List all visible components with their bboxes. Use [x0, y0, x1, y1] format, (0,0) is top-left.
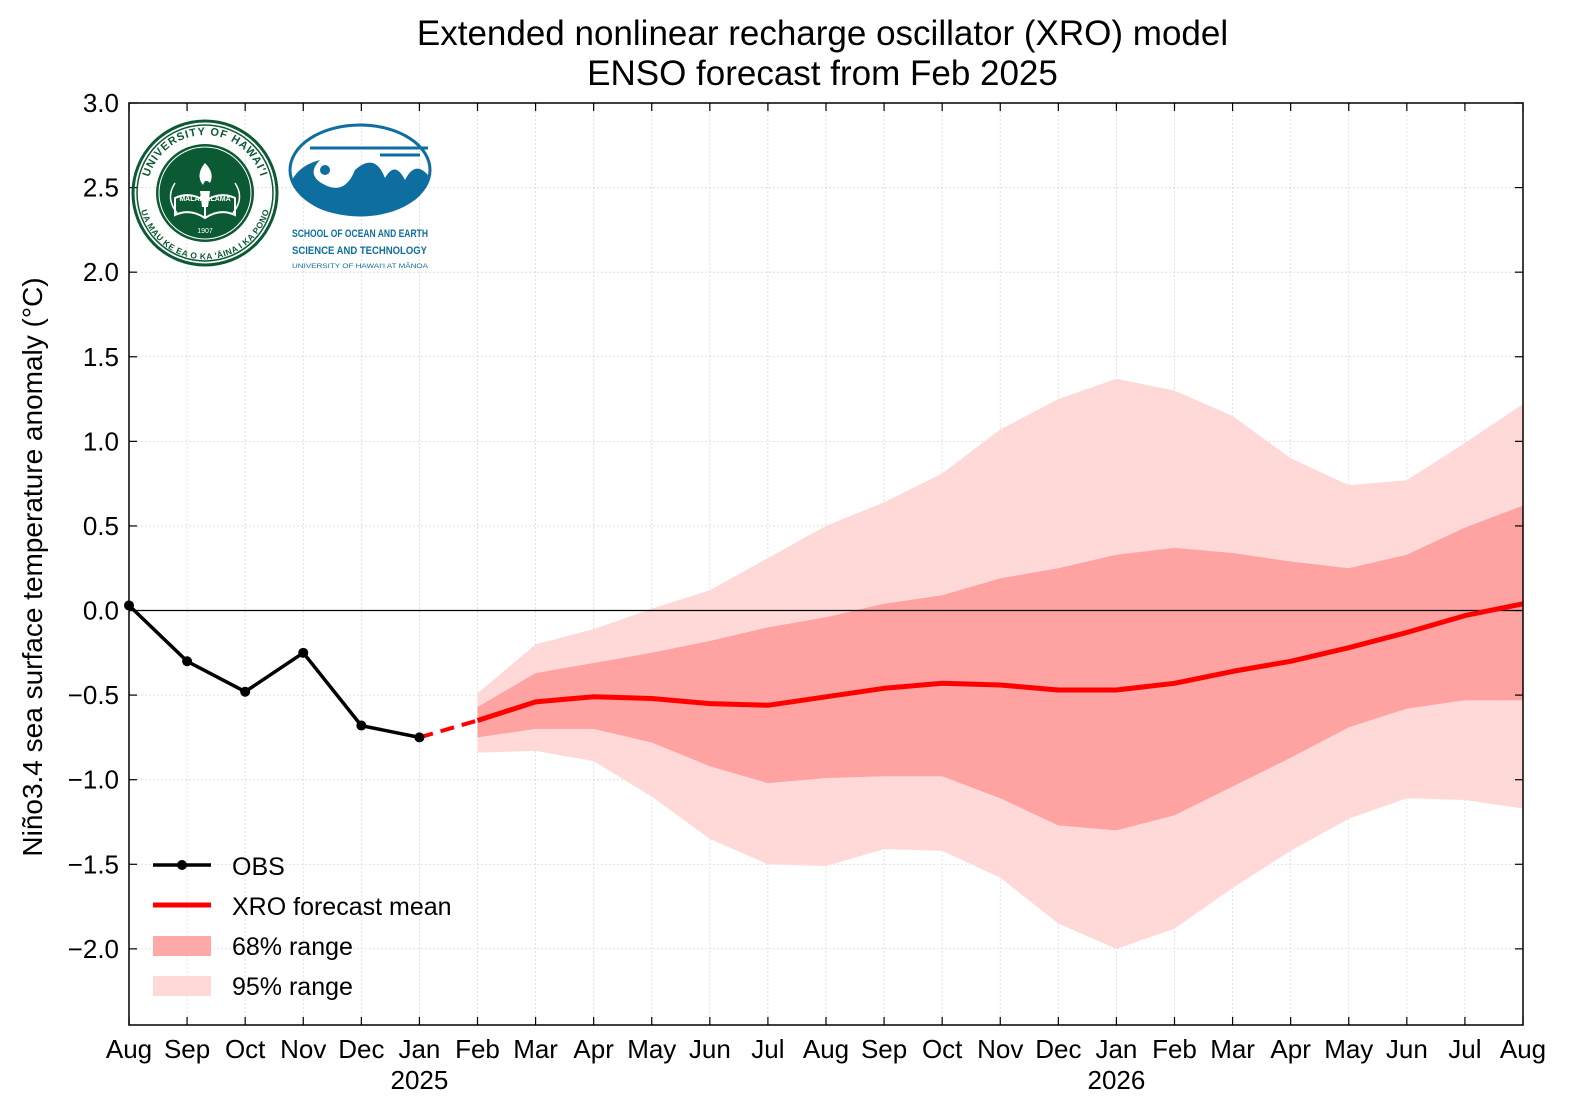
x-tick-label: Jan [1095, 1034, 1137, 1064]
x-tick-label: Sep [164, 1034, 210, 1064]
x-tick-label: Mar [1210, 1034, 1255, 1064]
obs-point [298, 647, 309, 658]
tick-labels: −2.0 −1.5 −1.0 −0.5 0.0 0.5 1.0 1.5 2.0 2.5 3.0 Aug… [68, 88, 1546, 1095]
x-tick-label: Oct [922, 1034, 963, 1064]
seal-motto: MĀLAMALAMA [179, 195, 230, 203]
seal-year: 1907 [197, 228, 213, 235]
legend-range95-swatch [153, 976, 211, 996]
legend-mean-label: XRO forecast mean [232, 893, 452, 921]
soest-line-1: SCHOOL OF OCEAN AND EARTH [292, 228, 428, 240]
y-tick-label: −1.5 [68, 849, 119, 879]
chart-title-line-2: ENSO forecast from Feb 2025 [587, 54, 1058, 93]
y-tick-label: −1.0 [68, 765, 119, 795]
y-axis-label: Niño3.4 sea surface temperature anomaly … [17, 277, 48, 856]
x-tick-label: May [1324, 1034, 1373, 1064]
x-tick-label: Jul [1448, 1034, 1481, 1064]
university-seal-logo: UNIVERSITY OF HAWAI'I UA MAU KE EA O KA … [131, 119, 279, 267]
x-tick-label: Nov [280, 1034, 326, 1064]
x-tick-label: Feb [1152, 1034, 1197, 1064]
y-tick-label: −0.5 [68, 680, 119, 710]
x-tick-label: Apr [573, 1034, 614, 1064]
wave-icon [292, 160, 428, 215]
x-tick-label: Dec [338, 1034, 384, 1064]
x-tick-label: Oct [225, 1034, 266, 1064]
x-tick-label: Aug [803, 1034, 849, 1064]
y-tick-label: 0.5 [83, 511, 119, 541]
soest-line-2: SCIENCE AND TECHNOLOGY [292, 245, 428, 257]
y-tick-label: 2.5 [83, 173, 119, 203]
legend-range68-swatch [153, 936, 211, 956]
x-tick-label: Aug [106, 1034, 152, 1064]
x-tick-label: Sep [861, 1034, 907, 1064]
range-68-band [477, 505, 1523, 831]
legend-obs-label: OBS [232, 853, 285, 881]
obs-point [356, 720, 367, 731]
soest-logo: SCHOOL OF OCEAN AND EARTH SCIENCE AND TE… [288, 123, 432, 270]
obs-point [182, 656, 193, 667]
x-year-label: 2026 [1087, 1065, 1145, 1095]
legend-range95-label: 95% range [232, 973, 353, 1001]
legend-obs-marker [177, 860, 187, 870]
x-tick-label: Nov [977, 1034, 1023, 1064]
obs-point [240, 686, 251, 697]
y-tick-label: 3.0 [83, 88, 119, 118]
obs-line [127, 604, 420, 740]
chart-title: Extended nonlinear recharge oscillator (… [0, 14, 1569, 94]
y-tick-label: 2.0 [83, 257, 119, 287]
chart-title-line-1: Extended nonlinear recharge oscillator (… [416, 14, 1229, 53]
axes [128, 102, 1524, 1026]
y-tick-label: 1.0 [83, 426, 119, 456]
x-tick-label: May [627, 1034, 676, 1064]
obs-point [414, 732, 425, 743]
x-tick-label: Jun [689, 1034, 731, 1064]
y-tick-label: 1.5 [83, 342, 119, 372]
soest-line-3: UNIVERSITY OF HAWAI'I AT MĀNOA [292, 263, 428, 270]
x-tick-label: Mar [513, 1034, 558, 1064]
forecast-ranges [477, 378, 1523, 949]
x-tick-label: Dec [1035, 1034, 1081, 1064]
y-tick-label: −2.0 [68, 934, 119, 964]
legend: OBS XRO forecast mean 68% range 95% rang… [153, 853, 452, 1001]
x-year-label: 2025 [390, 1065, 448, 1095]
forecast-mean-line [476, 601, 1524, 723]
obs-forecast-connector [418, 718, 479, 740]
x-tick-label: Jul [751, 1034, 784, 1064]
x-tick-label: Jun [1386, 1034, 1428, 1064]
x-tick-label: Aug [1500, 1034, 1546, 1064]
x-tick-label: Feb [455, 1034, 500, 1064]
y-tick-label: 0.0 [83, 596, 119, 626]
torch-book-icon [169, 163, 241, 220]
legend-range68-label: 68% range [232, 933, 353, 961]
x-tick-label: Apr [1270, 1034, 1311, 1064]
x-tick-label: Jan [398, 1034, 440, 1064]
series-lines [124, 600, 1524, 743]
